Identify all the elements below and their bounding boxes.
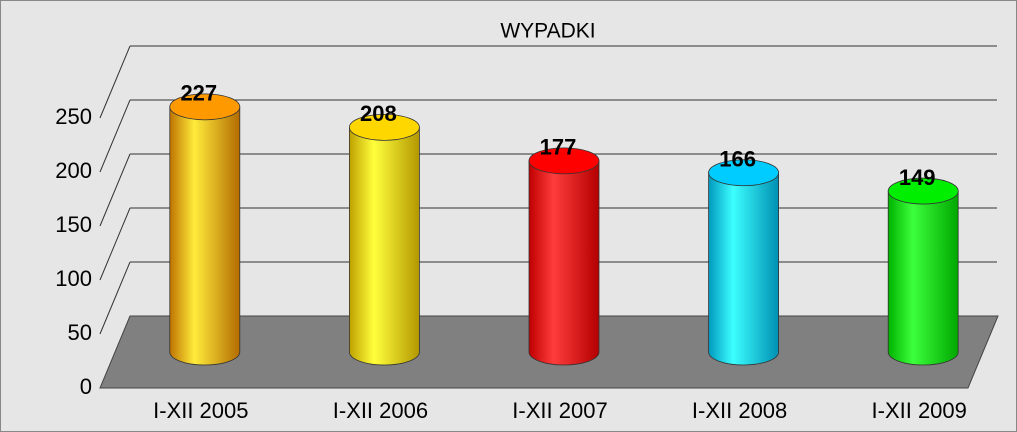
bar-top (169, 93, 241, 121)
grid-line (99, 261, 131, 335)
y-tick-label: 250 (55, 104, 92, 129)
bar-top (348, 113, 420, 141)
y-tick-label: 150 (55, 212, 92, 237)
bar-top (528, 147, 600, 175)
value-label: 149 (899, 165, 936, 190)
bar (708, 172, 779, 366)
value-label: 166 (719, 147, 756, 172)
grid-line (99, 207, 131, 281)
bar (349, 126, 420, 366)
x-tick-label: I-XII 2005 (153, 398, 248, 423)
x-tick-label: I-XII 2006 (333, 398, 428, 423)
value-label: 177 (540, 135, 577, 160)
grid-line (99, 99, 131, 173)
bar (169, 106, 241, 366)
x-tick-label: I-XII 2007 (512, 398, 607, 423)
y-tick-label: 50 (68, 320, 92, 345)
x-tick-label: I-XII 2008 (692, 398, 787, 423)
value-label: 227 (180, 81, 217, 106)
bar (887, 190, 959, 366)
bar-top (887, 177, 959, 205)
chart-title: WYPADKI (500, 20, 595, 43)
grid-line (99, 153, 131, 227)
y-tick-label: 0 (80, 374, 92, 399)
y-tick-label: 200 (55, 158, 92, 183)
bar-top (708, 159, 779, 187)
value-label: 208 (360, 101, 397, 126)
grid-line (99, 45, 131, 119)
x-tick-label: I-XII 2009 (872, 398, 967, 423)
y-tick-label: 100 (55, 266, 92, 291)
bar (528, 160, 600, 366)
